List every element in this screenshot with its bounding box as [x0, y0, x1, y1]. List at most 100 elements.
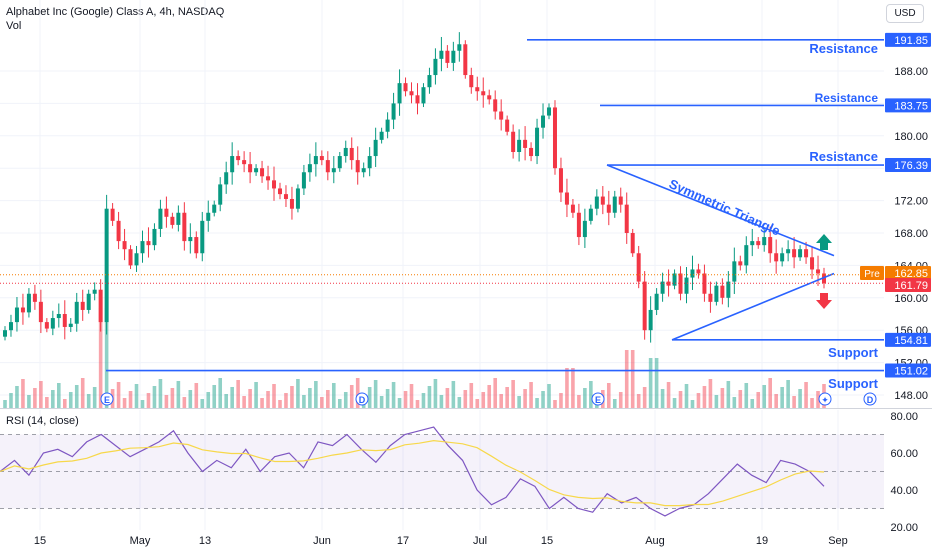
- candle-body: [307, 164, 312, 173]
- candle-body: [529, 147, 534, 157]
- candle-body: [80, 301, 85, 310]
- price-label-bg: [885, 332, 931, 347]
- price-tick-label: 180.00: [894, 131, 928, 143]
- volume-bar: [774, 394, 778, 408]
- volume-bar: [624, 350, 629, 408]
- volume-bar: [630, 350, 635, 408]
- rsi-tick-label: 80.00: [890, 411, 918, 423]
- candle-body: [68, 323, 73, 327]
- volume-bar: [248, 389, 252, 408]
- volume-bar: [272, 384, 276, 408]
- volume-bar: [367, 387, 372, 408]
- candle-body: [289, 198, 294, 209]
- candle-body: [487, 95, 492, 100]
- volume-bar: [62, 399, 67, 408]
- candle-body: [792, 249, 797, 258]
- candle-body: [654, 293, 659, 310]
- volume-bar: [457, 397, 462, 408]
- time-tick-label: Jul: [473, 535, 487, 547]
- candle-body: [618, 196, 623, 205]
- candle-body: [810, 257, 815, 270]
- time-tick-label: 15: [34, 535, 46, 547]
- candle-body: [798, 249, 803, 258]
- volume-bar: [397, 398, 402, 408]
- triangle-upper-line: [606, 164, 835, 257]
- volume-bar: [236, 380, 240, 408]
- volume-bar: [379, 396, 384, 408]
- volume-bar: [678, 391, 683, 408]
- candle-body: [672, 273, 677, 286]
- volume-bar: [308, 388, 312, 408]
- candle-body: [547, 107, 552, 116]
- candle-body: [630, 233, 635, 254]
- candle-body: [110, 208, 115, 221]
- candle-body: [475, 87, 480, 92]
- candle-body: [762, 237, 767, 246]
- candle-body: [499, 111, 504, 120]
- volume-bar: [792, 396, 796, 408]
- earnings-marker-circle: [591, 392, 605, 406]
- volume-bar: [337, 399, 342, 408]
- price-label: 176.39: [894, 160, 928, 172]
- candle-body: [122, 241, 127, 250]
- up-arrow-icon: [816, 234, 832, 250]
- volume-bar: [266, 391, 270, 408]
- volume-bar: [720, 388, 725, 408]
- candle-body: [218, 184, 223, 205]
- candle-body: [445, 50, 450, 63]
- volume-bar: [702, 386, 707, 408]
- candle-body: [98, 289, 103, 323]
- candle-body: [720, 285, 725, 298]
- candle-body: [517, 139, 522, 152]
- candle-body: [786, 249, 791, 254]
- price-tick-label: 160.00: [894, 293, 928, 305]
- price-tick-label: 148.00: [894, 390, 928, 402]
- volume-bar: [708, 379, 713, 408]
- candle-body: [463, 44, 468, 76]
- candle-body: [337, 156, 342, 169]
- volume-bar: [648, 358, 653, 408]
- dividend-marker: D: [359, 395, 366, 405]
- price-label: 161.79: [894, 280, 928, 292]
- candle-body: [56, 314, 61, 319]
- volume-bar: [409, 384, 414, 408]
- candle-body: [535, 127, 540, 157]
- volume-bar: [559, 393, 563, 408]
- price-tick-label: 188.00: [894, 66, 928, 78]
- volume-bar: [331, 383, 336, 408]
- volume-bar: [158, 379, 163, 408]
- candle-body: [373, 139, 378, 157]
- candle-body: [200, 220, 205, 254]
- volume-bar: [475, 399, 480, 408]
- volume-bar: [290, 386, 294, 408]
- earnings-marker: E: [104, 395, 110, 405]
- candle-body: [750, 241, 755, 246]
- volume-bar: [660, 389, 665, 408]
- resistance-label-1: Resistance: [809, 41, 878, 56]
- volume-bar: [104, 308, 109, 408]
- volume-bar: [218, 378, 223, 408]
- volume-bar: [433, 379, 438, 408]
- volume-bar: [98, 308, 103, 408]
- volume-bar: [469, 383, 474, 408]
- volume-bar: [51, 390, 55, 408]
- volume-bar: [571, 368, 575, 408]
- time-tick-label: Sep: [828, 535, 848, 547]
- currency-button[interactable]: USD: [886, 4, 924, 23]
- candle-body: [86, 293, 91, 310]
- time-tick-label: 17: [397, 535, 409, 547]
- candle-body: [744, 245, 749, 266]
- volume-bar: [654, 358, 659, 408]
- volume-bar: [612, 399, 617, 408]
- resistance-label-3: Resistance: [809, 149, 878, 164]
- rsi-label: RSI (14, close): [6, 415, 79, 427]
- volume-bar: [415, 400, 420, 408]
- time-tick-label: 19: [756, 535, 768, 547]
- price-label-bg: [885, 266, 931, 280]
- candle-body: [804, 249, 809, 258]
- candle-body: [92, 289, 97, 294]
- candle-body: [188, 237, 193, 242]
- volume-bar: [780, 387, 784, 408]
- time-tick-label: Aug: [645, 535, 665, 547]
